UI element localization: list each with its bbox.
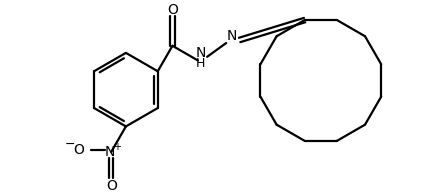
Text: O: O [73, 143, 84, 157]
Text: +: + [113, 142, 121, 152]
Text: N: N [226, 29, 237, 43]
Text: −: − [65, 138, 76, 151]
Text: O: O [106, 179, 117, 193]
Text: N: N [105, 145, 115, 159]
Text: O: O [167, 3, 178, 17]
Text: H: H [196, 57, 205, 70]
Text: N: N [196, 46, 206, 60]
